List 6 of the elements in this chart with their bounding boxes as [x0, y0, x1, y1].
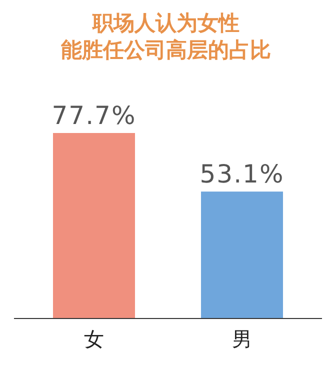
data-label: 77.7% [52, 101, 136, 130]
data-label: 53.1% [200, 160, 284, 189]
x-tick-label: 女 [84, 327, 104, 351]
x-tick-label: 男 [232, 327, 252, 351]
chart-title: 职场人认为女性 [92, 11, 240, 35]
chart-subtitle: 能胜任公司高层的占比 [61, 38, 271, 62]
